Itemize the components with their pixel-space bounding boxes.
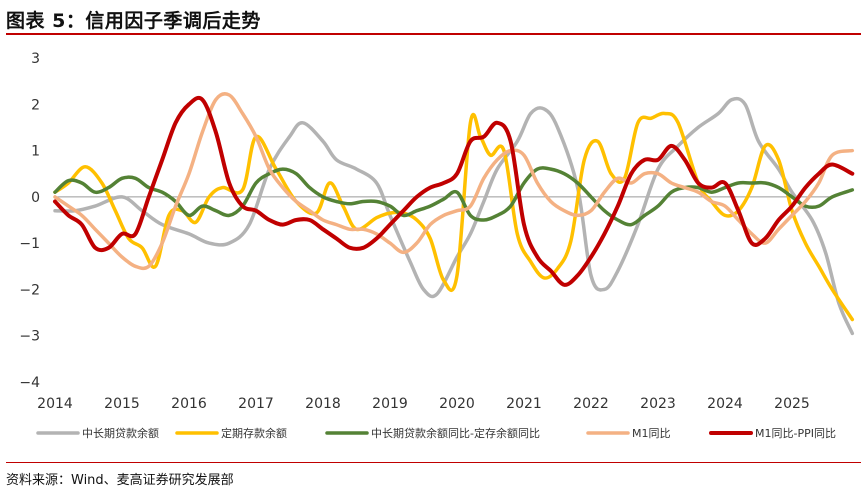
x-tick-label: 2025: [774, 396, 810, 412]
y-tick-label: −4: [19, 375, 40, 391]
x-tick-label: 2024: [707, 396, 743, 412]
x-tick-label: 2018: [305, 396, 341, 412]
chart-axes: 3 2 1 0 −1 −2 −3 −4 2014 2015 2016 2017 2018 2019 2020…: [19, 51, 832, 412]
legend: 中长期贷款余额 定期存款余额 中长期贷款余额同比-定存余额同比 M1同比 M1同比-PP…: [36, 426, 836, 440]
series-line-2: [53, 111, 855, 322]
series-line-4: [53, 92, 855, 271]
x-tick-label: 2015: [104, 396, 140, 412]
source-note: 资料来源：Wind、麦高证券研究发展部: [6, 473, 234, 488]
x-tick-label: 2019: [372, 396, 408, 412]
y-tick-label: 1: [31, 144, 40, 160]
series-line-5: [53, 95, 855, 287]
x-tick-label: 2023: [640, 396, 676, 412]
page-title: 图表 5：信用因子季调后走势: [6, 10, 261, 32]
legend-label: M1同比-PPI同比: [755, 427, 836, 440]
y-tick-label: 3: [31, 51, 40, 67]
y-tick-label: 0: [31, 190, 40, 206]
x-tick-label: 2017: [238, 396, 274, 412]
x-tick-label: 2021: [506, 396, 542, 412]
x-tick-label: 2014: [37, 396, 73, 412]
y-tick-label: 2: [31, 97, 40, 113]
legend-label: 定期存款余额: [221, 426, 287, 440]
x-tick-label: 2022: [573, 396, 609, 412]
bottom-divider: [6, 462, 861, 463]
legend-label: 中长期贷款余额: [82, 426, 159, 440]
x-tick-label: 2016: [171, 396, 207, 412]
series-layer: [53, 92, 855, 336]
legend-label: 中长期贷款余额同比-定存余额同比: [371, 426, 540, 440]
y-tick-label: −3: [19, 329, 40, 345]
y-tick-label: −2: [19, 282, 40, 298]
top-divider: [6, 33, 861, 35]
y-tick-label: −1: [19, 236, 40, 252]
x-tick-label: 2020: [439, 396, 475, 412]
legend-label: M1同比: [632, 427, 671, 440]
series-line-3: [53, 166, 855, 227]
series-line-1: [53, 96, 855, 336]
